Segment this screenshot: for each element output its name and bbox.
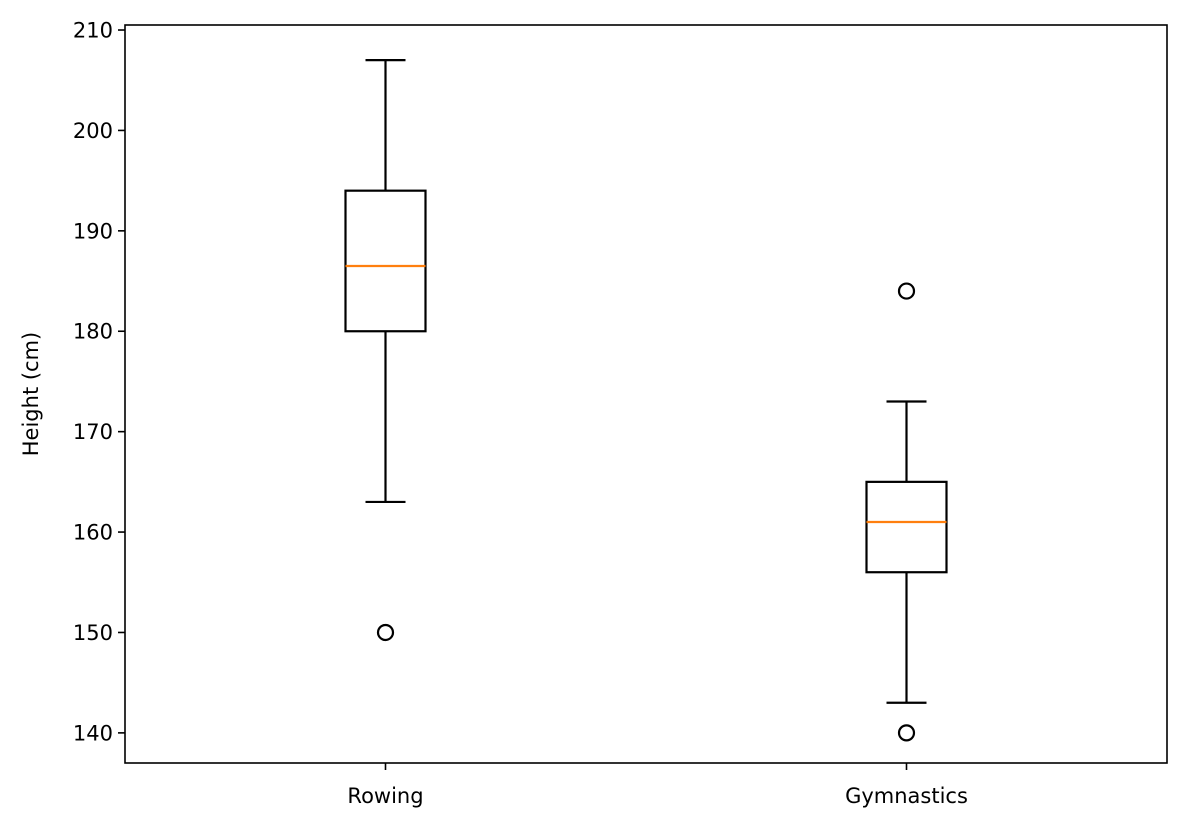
y-axis-label: Height (cm)	[19, 332, 43, 456]
x-tick-label: Rowing	[347, 784, 423, 808]
box-group	[344, 59, 427, 642]
y-tick-label: 200	[73, 119, 113, 143]
box-group	[865, 282, 948, 742]
y-tick-label: 190	[73, 219, 113, 243]
y-tick-label: 170	[73, 420, 113, 444]
y-tick-label: 160	[73, 521, 113, 545]
x-axis: Rowing Gymnastics	[347, 763, 968, 808]
x-tick-label: Gymnastics	[845, 784, 968, 808]
y-tick-label: 140	[73, 721, 113, 745]
y-tick-label: 180	[73, 320, 113, 344]
y-tick-label: 210	[73, 19, 113, 43]
box-body	[344, 189, 427, 333]
plot-frame	[124, 24, 1168, 764]
outlier-point	[376, 623, 395, 642]
box-body	[865, 480, 948, 574]
outlier-point	[897, 282, 916, 300]
y-tick-label: 150	[73, 621, 113, 645]
plot-content	[344, 59, 948, 742]
outlier-point	[897, 724, 916, 742]
y-axis: 140 150 160 170 180 190 200 210	[73, 19, 125, 745]
